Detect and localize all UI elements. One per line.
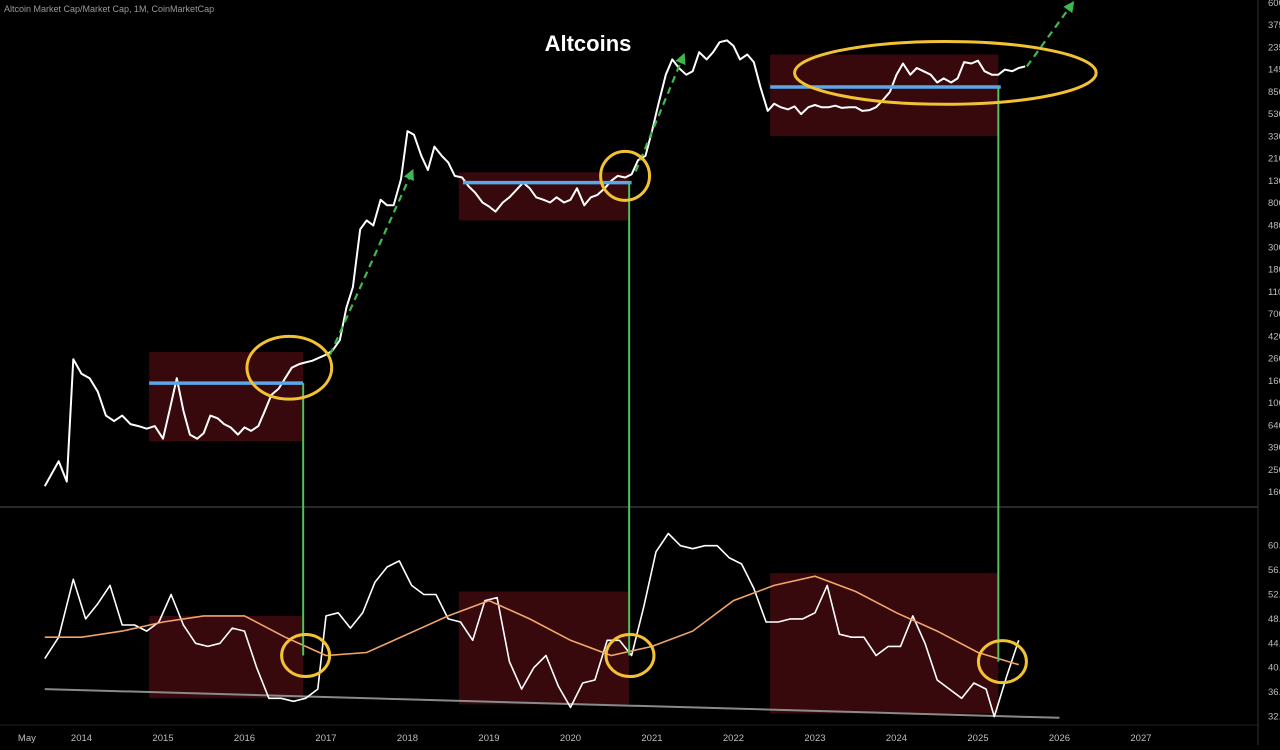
price-axis-tick-label: 130000000000.0000000000	[1268, 176, 1280, 187]
price-axis-tick-label: 48000000000.0000000000	[1268, 220, 1280, 231]
x-axis-tick-label: 2015	[152, 733, 173, 744]
rsi-axis-tick-label: 48.00	[1268, 614, 1280, 625]
price-axis-tick-label: 80000000000.0000000000	[1268, 198, 1280, 209]
rsi-highlight-circle-1	[280, 633, 332, 679]
price-axis-tick-label: 530000000000.0000000000	[1268, 109, 1280, 120]
rsi-axis-tick-label: 60.00	[1268, 541, 1280, 552]
rsi-zone-2	[458, 591, 630, 705]
price-axis-tick-label: 850000000000.0000000000	[1268, 87, 1280, 98]
price-axis-tick-label: 30000000000.0000000000	[1268, 243, 1280, 254]
x-axis-tick-label: 2022	[723, 733, 744, 744]
price-axis-tick-label: 250000000.0000000000	[1268, 465, 1280, 476]
price-highlight-circle-3	[793, 39, 1098, 106]
price-axis-tick-label: 1450000000000.0000000000	[1268, 65, 1280, 76]
rsi-axis-tick-label: 56.00	[1268, 565, 1280, 576]
price-axis-tick-label: 1600000000.0000000000	[1268, 376, 1280, 387]
price-line	[43, 39, 1026, 487]
rsi-axis-tick-label: 36.00	[1268, 687, 1280, 698]
rsi-highlight-circle-2	[604, 633, 656, 679]
price-zone-3	[770, 54, 999, 137]
x-axis-tick-label: 2027	[1130, 733, 1151, 744]
rsi-axis-tick-label: 44.00	[1268, 638, 1280, 649]
rsi-axis-tick-label: 40.00	[1268, 663, 1280, 674]
x-axis-tick-label: 2014	[71, 733, 92, 744]
rsi-trendline	[44, 688, 1060, 719]
price-axis-tick-label: 330000000000.0000000000	[1268, 131, 1280, 142]
x-axis-tick-label: 2020	[560, 733, 581, 744]
price-axis-tick-label: 11000000000.0000000000	[1268, 287, 1280, 298]
price-highlight-circle-2	[599, 149, 652, 202]
price-axis-tick-label: 18000000000.0000000000	[1268, 265, 1280, 276]
price-axis-tick-label: 6000000000000.0000000000	[1268, 0, 1280, 9]
symbol-header: Altcoin Market Cap/Market Cap, 1M, CoinM…	[4, 4, 215, 14]
price-axis-tick-label: 4200000000.0000000000	[1268, 331, 1280, 342]
x-axis-tick-label: 2016	[234, 733, 255, 744]
projection-arrow-2	[634, 52, 686, 172]
rsi-zone-1	[149, 615, 304, 699]
rsi-axis-tick-label: 32.00	[1268, 712, 1280, 723]
price-axis-tick-label: 2350000000000.0000000000	[1268, 42, 1280, 53]
x-axis-tick-label: 2026	[1049, 733, 1070, 744]
x-axis-tick-label: 2019	[478, 733, 499, 744]
price-zone-2	[458, 172, 630, 221]
x-axis-tick-label: 2021	[641, 733, 662, 744]
rsi-moving-average	[44, 575, 1019, 666]
price-axis-tick-label: 2600000000.0000000000	[1268, 354, 1280, 365]
price-axis-tick-label: 210000000000.0000000000	[1268, 154, 1280, 165]
x-axis-tick-label: 2017	[315, 733, 336, 744]
chart-title: Altcoins	[544, 31, 632, 56]
x-axis-tick-label: 2018	[397, 733, 418, 744]
rsi-axis-tick-label: 52.00	[1268, 590, 1280, 601]
price-axis-tick-label: 160000000.0000000000	[1268, 487, 1280, 498]
rsi-highlight-circle-3	[976, 639, 1028, 685]
projection-arrow-1	[329, 168, 414, 356]
projection-arrow-3	[1025, 1, 1075, 68]
price-axis-tick-label: 1000000000.0000000000	[1268, 398, 1280, 409]
x-axis-tick-label: 2024	[886, 733, 907, 744]
rsi-line	[44, 532, 1020, 718]
price-axis-tick-label: 3750000000000.0000000000	[1268, 20, 1280, 31]
price-axis-tick-label: 7000000000.0000000000	[1268, 309, 1280, 320]
price-axis-tick-label: 640000000.0000000000	[1268, 420, 1280, 431]
price-highlight-circle-1	[245, 334, 334, 401]
x-axis-tick-label: 2023	[804, 733, 825, 744]
price-axis-tick-label: 390000000.0000000000	[1268, 443, 1280, 454]
x-axis-tick-label: 2025	[967, 733, 988, 744]
x-axis-tick-label: May	[18, 733, 36, 744]
rsi-zone-3	[770, 573, 999, 714]
